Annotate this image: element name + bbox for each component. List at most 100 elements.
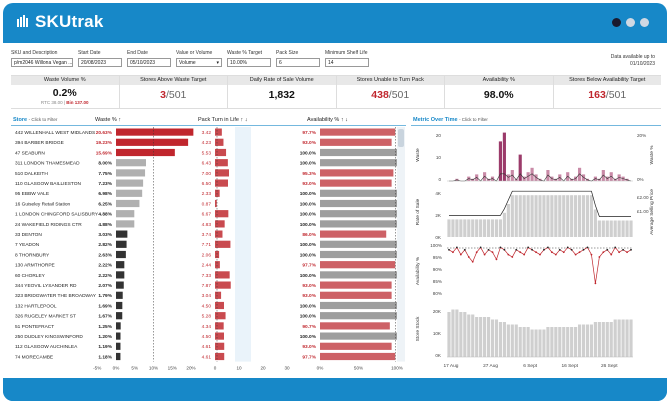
pack-label: 4.61	[202, 344, 212, 350]
avail-point	[531, 248, 533, 251]
filter-input[interactable]: 05/10/2023	[127, 58, 171, 67]
waste-label: 6.25%	[98, 201, 112, 207]
avail-tick: 80%	[433, 291, 442, 296]
dashboard-content: SKU and Description p/m2046 Willona Vegan…	[3, 43, 667, 378]
ros-bar	[502, 212, 506, 237]
waste-axis-tick: 20%	[186, 366, 195, 371]
ros-bar	[510, 195, 514, 237]
filter-label: End Date	[127, 50, 148, 56]
col-pack-header[interactable]: Pack Turn in Life ↑ ↓	[198, 117, 248, 123]
pack-label: 3.42	[202, 130, 212, 136]
waste-axis-tick: 10%	[149, 366, 158, 371]
pack-bar	[215, 210, 229, 218]
avail-point	[527, 246, 530, 249]
waste-label: 3.03%	[98, 232, 112, 238]
kpi-title: Waste Volume %	[11, 76, 119, 85]
kpi-unable-turn[interactable]: Stores Unable to Turn Pack 438/501	[336, 76, 445, 108]
ros-bar	[486, 219, 491, 237]
stock-tick: 20K	[433, 309, 442, 314]
kpi-availability[interactable]: Availability % 98.0%	[445, 76, 554, 108]
kpi-daily-rate[interactable]: Daily Rate of Sale Volume 1,832	[228, 76, 337, 108]
pack-bar	[215, 240, 231, 248]
filter-input[interactable]: 10.00%	[227, 58, 271, 67]
avail-bar	[320, 138, 392, 146]
kpi-value: 3/501	[120, 89, 228, 101]
avail-point	[558, 248, 561, 251]
waste-pct-tick: 0%	[637, 177, 644, 182]
kpi-below-availability[interactable]: Stores Below Availability Target 163/501	[553, 76, 661, 108]
waste-bar	[116, 138, 189, 146]
stock-bar	[593, 322, 597, 357]
col-waste-header[interactable]: Waste % ↑	[95, 117, 122, 123]
scrollbar-thumb	[398, 129, 404, 147]
avail-point	[507, 253, 510, 256]
stock-bar	[617, 319, 621, 357]
waste-bar	[518, 154, 522, 181]
avail-label: 100.0%	[300, 191, 317, 197]
ros-bar	[463, 219, 467, 237]
waste-label: 1.79%	[98, 293, 112, 299]
pack-bar	[215, 261, 220, 269]
metric-panel-title[interactable]: Metric Over Time - Click to Filter	[413, 117, 488, 123]
dot-light[interactable]	[640, 18, 649, 27]
filter-input[interactable]: 6	[276, 58, 320, 67]
stock-bar	[538, 329, 542, 357]
kpi-stores-above-waste[interactable]: Stores Above Waste Target 3/501	[119, 76, 228, 108]
avail-point	[467, 256, 470, 258]
pack-bar	[215, 148, 227, 157]
pack-bar	[215, 352, 225, 361]
waste-bar	[526, 172, 530, 181]
stock-bar	[562, 327, 566, 357]
axis-title: Average Selling Price	[649, 189, 655, 235]
pack-bar	[215, 199, 217, 208]
store-name: 442 WILLENHALL WEST MIDLANDS	[15, 130, 95, 136]
stock-bar	[514, 324, 518, 357]
store-name: 60 CHORLEY	[15, 273, 46, 279]
brand-logo[interactable]: SKUtrak	[17, 12, 103, 32]
store-name: 344 YEOVIL LYSANDER RD	[15, 283, 77, 289]
avail-bar	[320, 159, 397, 167]
filter-input[interactable]: 14	[325, 58, 369, 67]
scroll-track	[397, 127, 405, 362]
kpi-waste-volume[interactable]: Waste Volume % 0.2% RTC 38.00 | Bin 137.…	[11, 76, 120, 108]
pack-label: 2.44	[202, 263, 212, 269]
ros-bar	[534, 195, 538, 237]
avail-bar	[320, 220, 397, 228]
stock-bar	[621, 319, 625, 357]
avail-point	[448, 248, 450, 251]
dot-light[interactable]	[626, 18, 635, 27]
filter-start-date: Start Date 20/08/2023	[78, 50, 122, 67]
pack-label: 0.87	[202, 201, 212, 207]
stock-bar	[530, 329, 534, 357]
filter-dropdown[interactable]: p/m2046 Willona Vegan ...▾	[11, 58, 73, 67]
store-panel-title[interactable]: Store - Click to Filter	[13, 117, 57, 123]
ros-bar	[483, 219, 487, 237]
ros-bar	[605, 220, 609, 237]
stock-bar	[577, 324, 582, 357]
ros-bar	[475, 219, 479, 237]
stock-bar	[574, 327, 578, 357]
avail-tick: 90%	[433, 267, 442, 272]
store-name: 326 RUGELEY MARKET ST	[15, 314, 76, 320]
avail-point	[570, 248, 573, 251]
avail-point	[562, 251, 565, 254]
filter-dropdown[interactable]: Volume ▾	[176, 58, 222, 67]
filter-value: p/m2046 Willona Vegan ...	[14, 59, 73, 66]
kpi-denominator: /501	[165, 89, 187, 101]
col-avail-header[interactable]: Availability % ↑ ↓	[307, 117, 348, 123]
avail-bar	[320, 301, 397, 310]
filter-input[interactable]: 20/08/2023	[78, 58, 122, 67]
store-chart: 442 WILLENHALL WEST MIDLANDS 20.63% 3.42 97…	[11, 125, 406, 371]
avail-label: 93.0%	[302, 181, 316, 187]
pack-bar	[215, 220, 225, 228]
data-available-label: Data available up to	[610, 54, 655, 60]
dot-dark[interactable]	[612, 18, 621, 27]
ros-bar	[542, 195, 546, 237]
pack-bar	[215, 322, 224, 330]
waste-bar	[116, 240, 127, 248]
pack-bar	[215, 312, 226, 320]
avail-point	[452, 251, 454, 254]
stock-bar	[570, 327, 574, 357]
waste-label: 6.98%	[98, 191, 112, 197]
ros-bar	[494, 219, 499, 237]
